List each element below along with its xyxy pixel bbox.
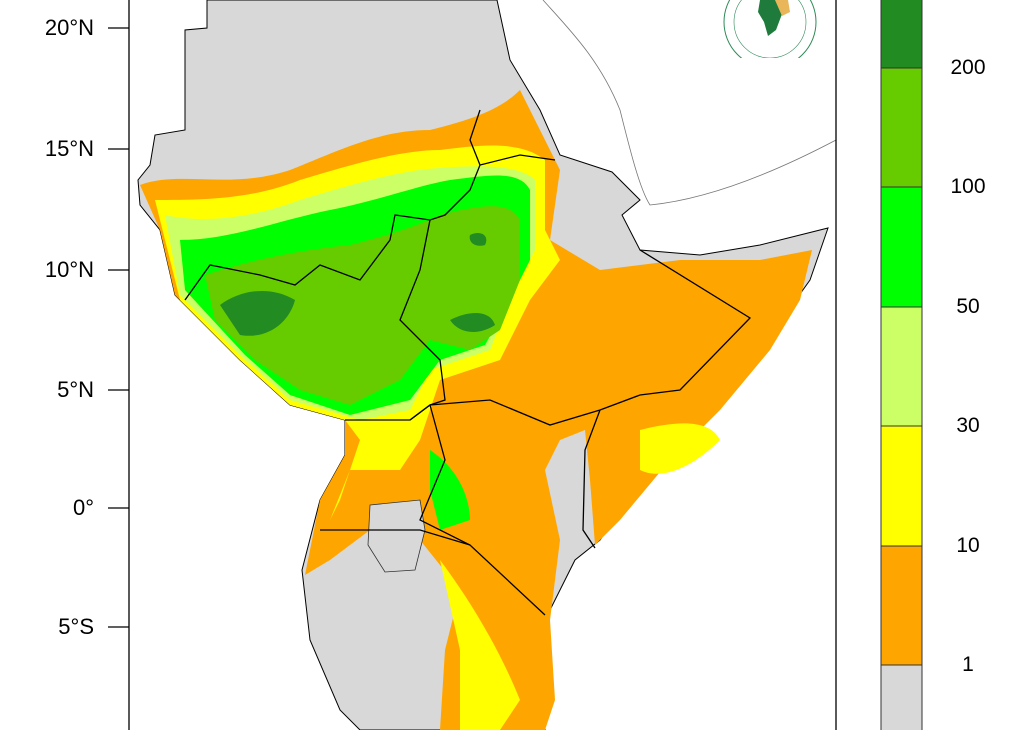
lat-label-5s: 5°S [58, 614, 94, 639]
latitude-ticks [108, 27, 129, 628]
colorbar-over-200 [880, 0, 923, 69]
rain-1-10-patches [600, 297, 730, 395]
colorbar-50-100 [880, 186, 923, 308]
colorbar-10-30 [880, 425, 923, 547]
colorbar [880, 0, 923, 730]
rain-over-200 [220, 233, 495, 336]
lat-label-15n: 15°N [44, 136, 94, 161]
legend-label-10: 10 [956, 534, 980, 557]
colorbar-100-200 [880, 67, 923, 188]
legend-label-100: 100 [950, 175, 986, 198]
lat-label-0: 0° [72, 495, 94, 520]
rain-100-200 [205, 206, 520, 405]
colorbar-30-50 [880, 306, 923, 427]
legend-label-1: 1 [962, 653, 974, 676]
country-borders [184, 109, 752, 616]
colorbar-1-10 [880, 545, 923, 666]
legend-label-30: 30 [956, 414, 980, 437]
arabia-coastline [542, 0, 836, 206]
igad-logo [723, 0, 817, 58]
legend-label-50: 50 [956, 295, 980, 318]
colorbar-under-1 [880, 664, 923, 730]
lat-label-5n: 5°N [57, 377, 94, 402]
lat-label-10n: 10°N [44, 257, 94, 282]
lat-label-20n: 20°N [44, 15, 94, 40]
map-frame [128, 0, 837, 730]
legend-label-200: 200 [950, 56, 986, 79]
lake-victoria [367, 499, 426, 573]
